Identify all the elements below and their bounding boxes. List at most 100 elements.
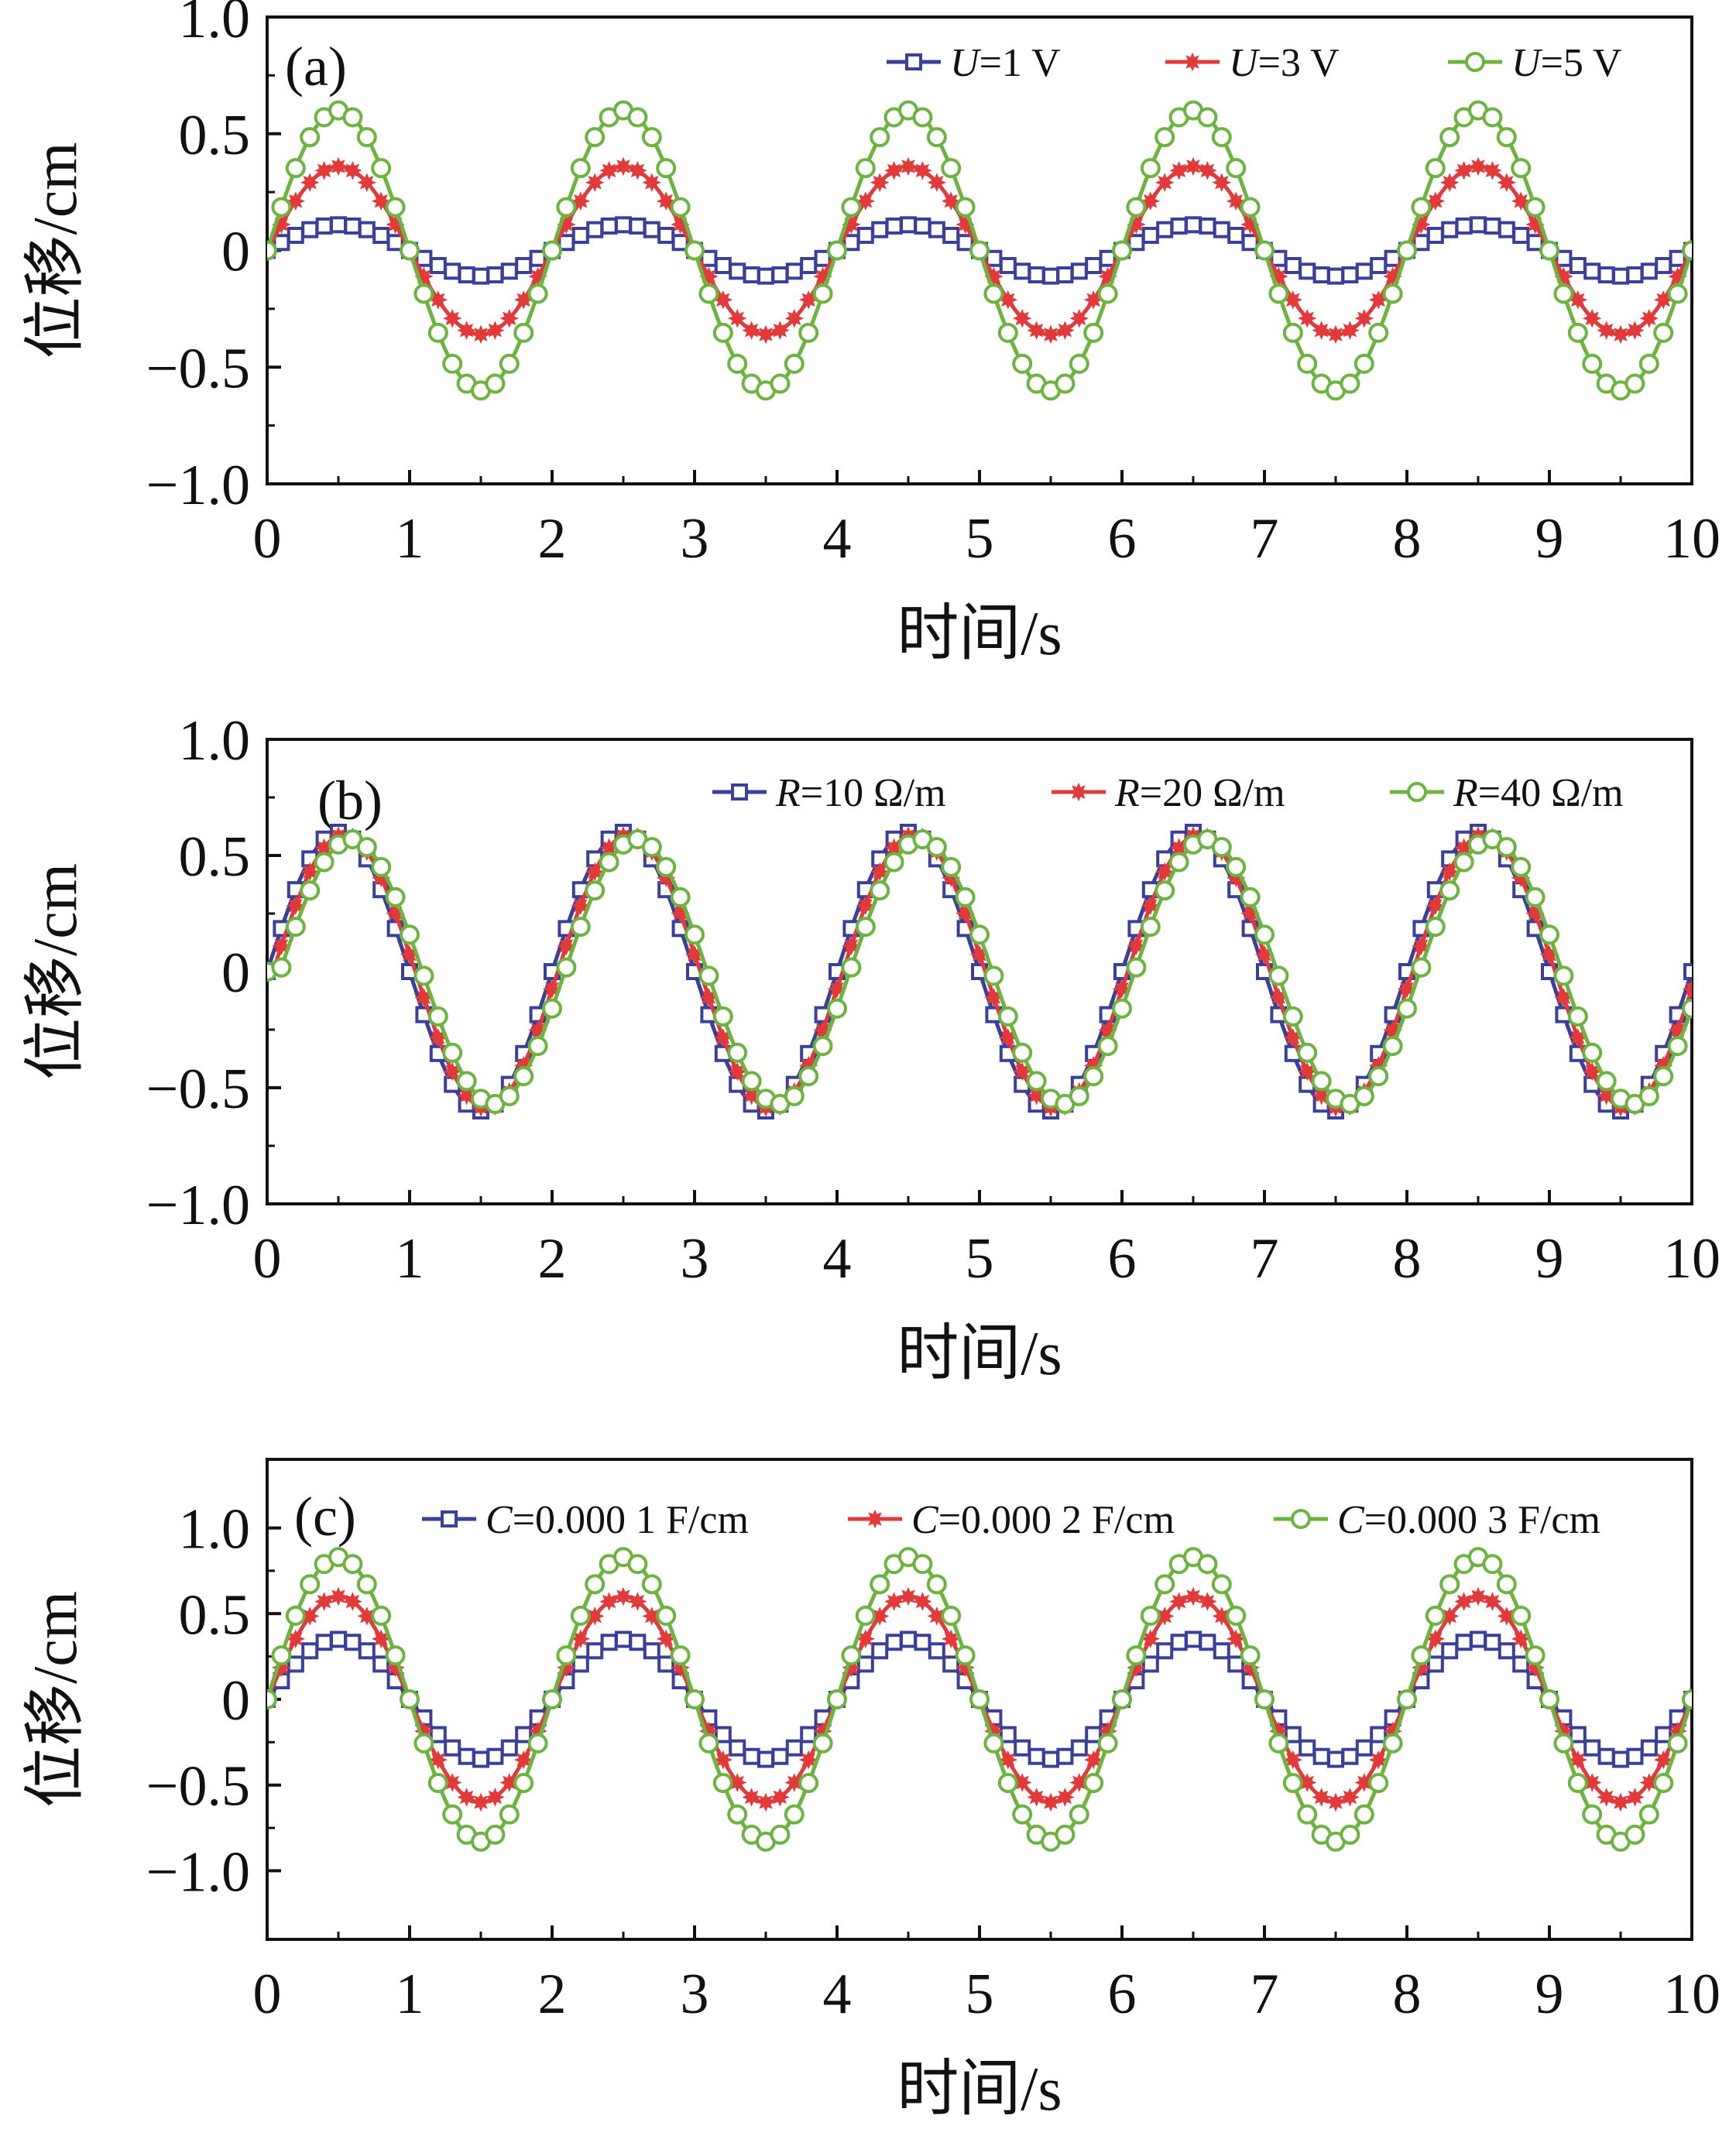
data-point bbox=[585, 862, 605, 882]
data-point bbox=[1297, 1042, 1318, 1063]
data-point bbox=[1482, 107, 1503, 128]
data-point bbox=[442, 1042, 463, 1063]
data-point bbox=[1553, 965, 1574, 986]
data-point bbox=[1070, 1739, 1088, 1757]
data-point bbox=[1197, 1554, 1218, 1575]
data-point bbox=[1682, 979, 1692, 999]
data-point bbox=[997, 1006, 1018, 1027]
data-point bbox=[442, 1804, 463, 1825]
data-point bbox=[1014, 262, 1031, 280]
data-point bbox=[1198, 161, 1217, 180]
data-point bbox=[1484, 1634, 1501, 1651]
data-point bbox=[1582, 309, 1602, 328]
data-point bbox=[542, 240, 562, 261]
legend: C=0.000 1 F/cm C=0.000 2 F/cm C=0.000 3 F/… bbox=[422, 1498, 1600, 1542]
x-tick-label: 6 bbox=[1108, 507, 1137, 571]
data-point bbox=[1028, 1747, 1045, 1765]
data-point bbox=[1312, 1788, 1331, 1807]
data-point bbox=[798, 1750, 818, 1770]
data-point bbox=[400, 924, 420, 945]
data-point bbox=[912, 1554, 933, 1575]
data-point bbox=[570, 158, 591, 179]
data-point bbox=[1484, 217, 1501, 235]
data-point bbox=[1653, 1750, 1673, 1770]
data-point bbox=[856, 1629, 876, 1649]
data-point bbox=[513, 322, 534, 343]
data-point bbox=[1426, 227, 1444, 245]
data-point bbox=[1567, 1773, 1588, 1794]
data-point bbox=[371, 1629, 391, 1649]
data-point bbox=[800, 1726, 818, 1743]
data-point bbox=[656, 856, 677, 877]
data-point bbox=[1226, 158, 1247, 179]
legend: R=10 Ω/m R=20 Ω/m R=40 Ω/m bbox=[712, 771, 1624, 815]
data-point bbox=[1370, 256, 1388, 274]
data-point bbox=[1254, 1689, 1275, 1709]
data-point bbox=[656, 158, 677, 179]
x-axis-title: 时间/s bbox=[897, 1320, 1062, 1388]
data-point bbox=[1282, 322, 1303, 343]
data-point bbox=[955, 1645, 976, 1666]
data-point bbox=[841, 957, 862, 978]
data-point bbox=[1638, 353, 1659, 374]
data-point bbox=[271, 197, 292, 218]
legend-label: C=0.000 2 F/cm bbox=[911, 1498, 1175, 1542]
data-point bbox=[727, 309, 747, 328]
data-point bbox=[1227, 227, 1245, 245]
data-point bbox=[342, 107, 363, 128]
data-point bbox=[371, 1605, 392, 1626]
x-tick-label: 7 bbox=[1251, 1963, 1279, 2026]
data-point bbox=[1496, 127, 1517, 148]
data-point bbox=[1327, 267, 1344, 285]
data-point bbox=[898, 156, 918, 177]
data-point bbox=[1199, 1634, 1216, 1651]
legend-marker bbox=[865, 1509, 885, 1529]
data-point bbox=[1126, 957, 1147, 978]
data-point bbox=[1154, 1574, 1175, 1595]
data-point bbox=[955, 886, 976, 907]
data-point bbox=[1041, 1792, 1061, 1812]
data-point bbox=[1496, 1574, 1517, 1595]
data-point bbox=[941, 158, 962, 179]
data-point bbox=[1112, 1689, 1132, 1709]
data-point bbox=[1226, 1629, 1246, 1649]
data-point bbox=[856, 1655, 874, 1673]
data-point bbox=[727, 353, 748, 374]
data-point bbox=[1611, 324, 1631, 345]
data-point bbox=[499, 353, 520, 374]
data-point bbox=[328, 156, 348, 177]
data-point bbox=[1639, 309, 1659, 328]
panel-a: 0 1 2 3 4 5 6 7 8 9 10 −1.0 −0.5 0 0.5 1.0 时间/s 位移/cm (a) U… bbox=[22, 0, 1721, 668]
data-point bbox=[684, 1689, 705, 1709]
data-point bbox=[997, 1773, 1018, 1794]
data-point bbox=[1497, 173, 1517, 192]
data-point bbox=[1625, 321, 1645, 340]
data-point bbox=[855, 917, 876, 938]
data-point bbox=[1326, 324, 1346, 345]
legend-label: R=10 Ω/m bbox=[775, 771, 946, 815]
data-point bbox=[827, 1689, 847, 1709]
data-point bbox=[1268, 965, 1289, 986]
data-point bbox=[344, 1634, 362, 1651]
data-point bbox=[1640, 1739, 1658, 1757]
x-tick-label: 6 bbox=[1108, 1227, 1137, 1291]
data-point bbox=[1582, 1061, 1602, 1082]
data-point bbox=[1569, 1726, 1587, 1743]
data-point bbox=[372, 227, 390, 245]
series-square bbox=[267, 216, 1692, 285]
data-point bbox=[870, 880, 890, 901]
data-point bbox=[301, 1642, 319, 1660]
x-tick-label: 2 bbox=[538, 1963, 567, 2026]
data-point bbox=[1455, 1634, 1473, 1651]
x-tick-label: 6 bbox=[1108, 1963, 1137, 2026]
data-point bbox=[856, 896, 876, 915]
data-point bbox=[670, 1645, 691, 1666]
data-point bbox=[1511, 1629, 1531, 1649]
data-point bbox=[513, 1773, 534, 1794]
data-point bbox=[928, 221, 945, 238]
data-point bbox=[729, 1739, 746, 1757]
data-point bbox=[343, 161, 362, 180]
legend-marker bbox=[1465, 52, 1485, 72]
data-point bbox=[358, 221, 376, 238]
data-point bbox=[1085, 256, 1103, 274]
